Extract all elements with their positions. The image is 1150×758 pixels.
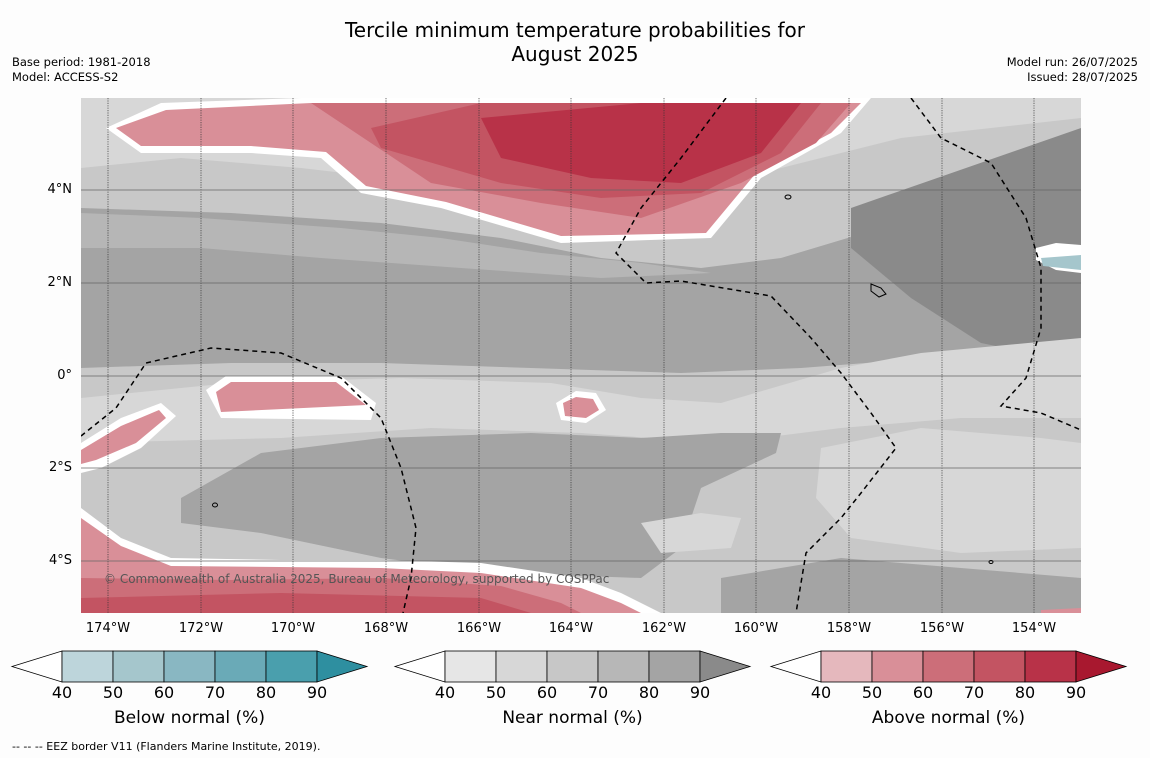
latitude-label: 4°N (47, 182, 73, 197)
colorbar-tick-label: 50 (485, 683, 507, 702)
longitude-label: 174°W (85, 621, 131, 636)
near-60-north (81, 213, 711, 278)
below-normal-colorbar-title: Below normal (%) (114, 708, 265, 728)
colorbar-tick-label: 70 (963, 683, 985, 702)
near-40-southeast (816, 428, 1081, 553)
below-normal-colorbar (10, 650, 369, 683)
colorbar-tick-label: 40 (810, 683, 832, 702)
longitude-gridlines (107, 98, 1035, 613)
below-50-east (1041, 255, 1081, 270)
colorbar-tick-label: 80 (255, 683, 277, 702)
probability-map (81, 98, 1081, 613)
longitude-label: 162°W (641, 621, 687, 636)
colorbar-tick-label: 90 (306, 683, 328, 702)
latitude-label: 0° (57, 368, 72, 383)
colorbar-min-extension (769, 650, 822, 683)
colorbar-tick-label: 90 (1065, 683, 1087, 702)
colorbar-segment (1024, 650, 1077, 683)
model-name: Model: ACCESS-S2 (12, 70, 119, 84)
longitude-label: 166°W (456, 621, 502, 636)
meta-left: Base period: 1981-2018 Model: ACCESS-S2 (12, 55, 151, 85)
latitude-label: 2°N (47, 275, 73, 290)
colorbar-tick-label: 50 (102, 683, 124, 702)
longitude-label: 160°W (733, 621, 779, 636)
colorbar-segment (163, 650, 216, 683)
colorbar-segment (265, 650, 318, 683)
eez-footnote: -- -- -- EEZ border V11 (Flanders Marine… (12, 740, 321, 753)
longitude-label: 156°W (919, 621, 965, 636)
map-title: Tercile minimum temperature probabilitie… (0, 18, 1150, 66)
colorbar-segment (820, 650, 873, 683)
colorbar-tick-label: 70 (587, 683, 609, 702)
colorbar-segment (112, 650, 165, 683)
colorbar-tick-label: 60 (153, 683, 175, 702)
meta-right: Model run: 26/07/2025 Issued: 28/07/2025 (1007, 55, 1138, 85)
latitude-label: 4°S (48, 553, 72, 568)
colorbar-segment (61, 650, 114, 683)
near-40-spot (641, 513, 741, 553)
colorbar-tick-label: 40 (434, 683, 456, 702)
issued-date: Issued: 28/07/2025 (1027, 70, 1138, 84)
longitude-label: 154°W (1011, 621, 1057, 636)
longitude-label: 170°W (270, 621, 316, 636)
above-50-corner (1041, 608, 1081, 613)
colorbar-tick-label: 60 (912, 683, 934, 702)
near-normal-colorbar-title: Near normal (%) (502, 708, 643, 728)
near-normal-colorbar (393, 650, 752, 683)
island-outlines (212, 194, 994, 564)
colorbar-tick-label: 90 (689, 683, 711, 702)
colorbar-tick-label: 50 (861, 683, 883, 702)
colorbar-max-extension (1075, 650, 1128, 683)
colorbar-segment (973, 650, 1026, 683)
colorbar-segment (871, 650, 924, 683)
copyright-notice: © Commonwealth of Australia 2025, Bureau… (104, 572, 610, 586)
above-normal-colorbar-title: Above normal (%) (871, 708, 1026, 728)
latitude-gridlines (81, 189, 1081, 562)
colorbar-segment (546, 650, 599, 683)
colorbar-tick-label: 80 (1014, 683, 1036, 702)
colorbar-segment (214, 650, 267, 683)
colorbar-max-extension (699, 650, 752, 683)
colorbar-segment (495, 650, 548, 683)
near-70-southeast (721, 558, 1081, 613)
above-80-north (481, 103, 801, 183)
longitude-label: 158°W (826, 621, 872, 636)
base-period: Base period: 1981-2018 (12, 55, 151, 69)
colorbar-tick-label: 40 (51, 683, 73, 702)
colorbar-min-extension (10, 650, 63, 683)
longitude-label: 164°W (548, 621, 594, 636)
colorbar-tick-label: 80 (638, 683, 660, 702)
colorbar-tick-label: 60 (536, 683, 558, 702)
above-normal-colorbar (769, 650, 1128, 683)
colorbar-segment (444, 650, 497, 683)
colorbar-segment (922, 650, 975, 683)
title-line-1: Tercile minimum temperature probabilitie… (344, 18, 806, 42)
above-50-eq (216, 382, 366, 412)
eez-borders (81, 98, 1081, 613)
colorbar-min-extension (393, 650, 446, 683)
map-svg (81, 98, 1081, 613)
colorbar-segment (648, 650, 701, 683)
latitude-label: 2°S (48, 460, 72, 475)
title-line-2: August 2025 (511, 42, 639, 66)
above-70-south (81, 593, 531, 613)
above-50-west (81, 410, 166, 464)
colorbar-segment (597, 650, 650, 683)
longitude-label: 172°W (178, 621, 224, 636)
near-70-south (181, 433, 781, 578)
colorbar-max-extension (316, 650, 369, 683)
above-50-spot (563, 397, 599, 418)
longitude-label: 168°W (363, 621, 409, 636)
colorbar-tick-label: 70 (204, 683, 226, 702)
model-run: Model run: 26/07/2025 (1006, 55, 1138, 69)
near-80-east (851, 128, 1081, 363)
